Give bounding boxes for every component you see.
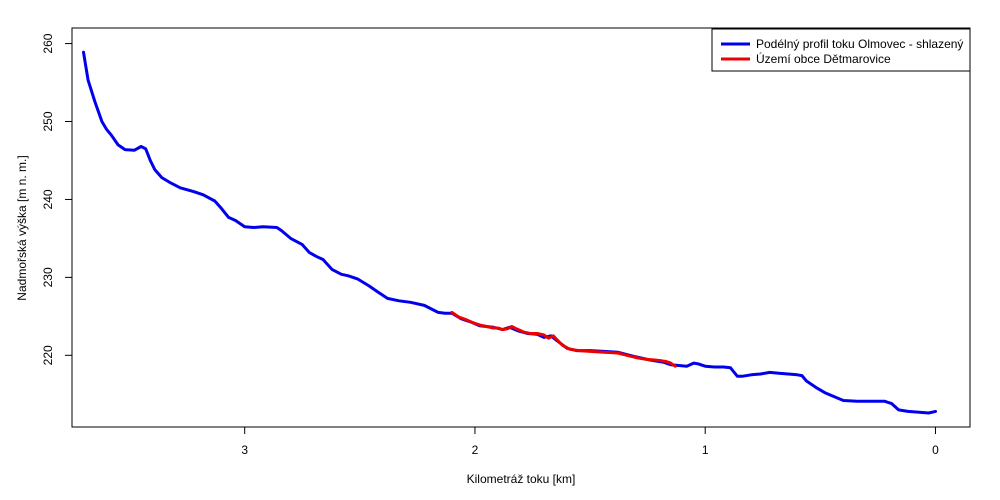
- legend-label-series-1: Podélný profil toku Olmovec - shlazený: [756, 37, 963, 51]
- series-line-2: [450, 310, 677, 368]
- legend-box: [711, 28, 971, 72]
- x-axis: 3 2 1 0: [241, 426, 939, 457]
- legend: Podélný profil toku Olmovec - shlazený Ú…: [711, 28, 971, 72]
- x-tick-label: 3: [241, 443, 248, 457]
- x-tick-label: 0: [932, 443, 939, 457]
- y-tick-label: 230: [41, 267, 55, 287]
- x-tick-label: 2: [472, 443, 479, 457]
- y-tick-label: 250: [41, 111, 55, 131]
- x-tick-label: 1: [702, 443, 709, 457]
- plot-frame: [71, 27, 971, 428]
- y-tick-label: 220: [41, 345, 55, 365]
- series-layer: [82, 50, 937, 415]
- legend-label-series-2: Území obce Dětmarovice: [756, 51, 891, 66]
- y-tick-label: 240: [41, 189, 55, 209]
- series-line-1: [82, 50, 937, 415]
- x-axis-title: Kilometráž toku [km]: [467, 472, 576, 486]
- y-tick-label: 260: [41, 33, 55, 53]
- y-axis: 220 230 240 250 260: [41, 33, 73, 365]
- y-axis-title: Nadmořská výška [m n. m.]: [15, 155, 29, 300]
